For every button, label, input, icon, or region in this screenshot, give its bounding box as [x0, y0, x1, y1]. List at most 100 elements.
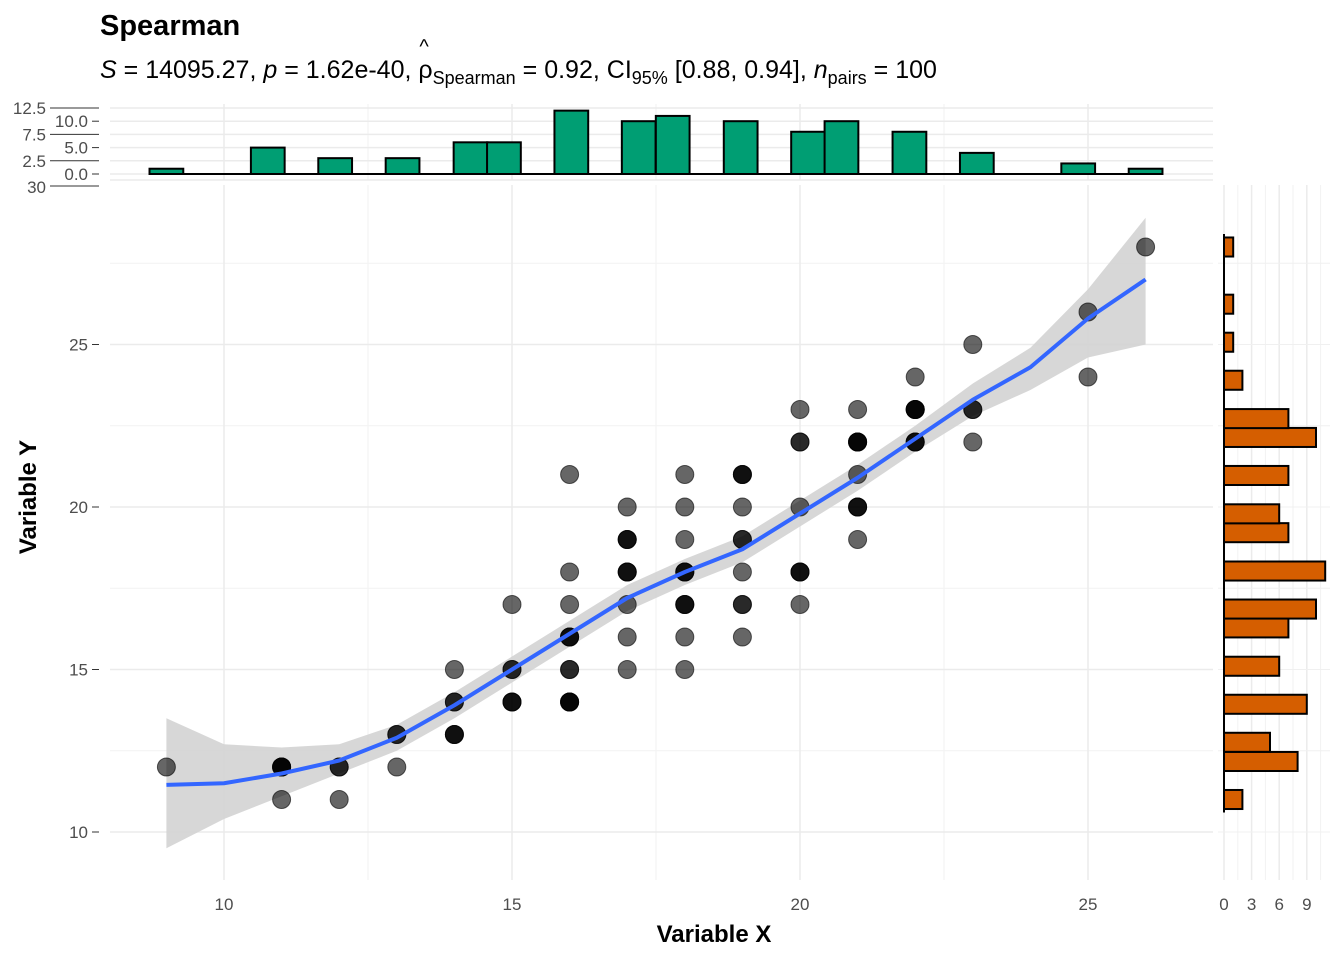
right-hist-bar — [1223, 464, 1290, 486]
right-hist-bar — [1223, 408, 1290, 430]
y-tick-label: 25 — [69, 336, 88, 355]
data-point — [848, 497, 868, 517]
data-point — [675, 627, 695, 647]
n-label: n — [813, 56, 828, 84]
data-point — [905, 367, 925, 387]
right-hist-bar — [1223, 503, 1281, 525]
ci-label: CI — [606, 56, 632, 84]
data-point — [675, 530, 695, 549]
data-point — [502, 595, 522, 614]
confidence-band — [166, 217, 1146, 849]
data-point — [675, 497, 695, 517]
right-hist-tick-label: 9 — [1302, 895, 1311, 914]
top-hist-bar — [891, 130, 928, 175]
data-point — [905, 400, 925, 419]
right-hist-bar — [1223, 598, 1317, 620]
chart-title: Spearman — [100, 10, 241, 42]
data-point — [963, 335, 983, 354]
data-point — [963, 432, 983, 452]
data-point — [790, 562, 810, 582]
right-hist-bar — [1223, 731, 1271, 753]
data-point — [156, 757, 176, 777]
data-point — [560, 562, 580, 582]
top-hist-bar — [1127, 167, 1164, 176]
chart-subtitle: S = 14095.27, p = 1.62e-40, ^ ρSpearman =… — [100, 36, 937, 88]
smooth-layer — [166, 277, 1147, 787]
y-tick-label: 20 — [69, 498, 88, 517]
data-point — [675, 595, 695, 614]
data-point — [617, 497, 637, 517]
top-hist-bar — [790, 130, 826, 175]
top-hist-tick-label: 7.5 — [22, 125, 46, 144]
right-hist-bar — [1223, 788, 1244, 811]
x-tick-label: 15 — [503, 895, 522, 914]
y-tick-label: 10 — [69, 823, 88, 842]
top-hist-tick-label: 2.5 — [22, 152, 46, 171]
rho-label: ^ ρ — [418, 37, 432, 85]
right-hist-bar — [1223, 369, 1244, 391]
top-hist-bar — [384, 157, 421, 176]
x-tick-label: 25 — [1079, 895, 1098, 914]
top-hist-tick-label: 0.0 — [64, 165, 88, 184]
smooth-line — [166, 277, 1147, 787]
data-point — [675, 465, 695, 484]
rho-value: 0.92 — [544, 56, 593, 84]
top-hist-tick-label: 30 — [27, 178, 46, 197]
n-value: 100 — [895, 56, 937, 84]
grid — [110, 185, 1213, 880]
right-hist-tick-label: 6 — [1274, 895, 1283, 914]
top-hist-bar — [1060, 162, 1097, 176]
data-point — [617, 660, 637, 679]
right-hist-tick-label: 3 — [1247, 895, 1256, 914]
data-point — [560, 465, 580, 484]
data-point — [848, 400, 868, 419]
data-point — [732, 595, 752, 614]
top-hist-tick-label: 5.0 — [64, 139, 88, 158]
ci-sub: 95% — [631, 68, 668, 88]
top-hist-bar — [620, 120, 657, 175]
y-tick-label: 15 — [69, 661, 88, 680]
data-point — [617, 562, 637, 582]
top-hist-bar — [722, 120, 759, 175]
right-hist-bar — [1223, 560, 1327, 582]
data-point — [732, 627, 752, 647]
top-hist-tick-label: 12.5 — [13, 99, 46, 118]
right-hist-bar — [1223, 655, 1281, 677]
top-hist-bar — [317, 157, 354, 176]
data-point — [732, 497, 752, 517]
data-point — [848, 432, 868, 452]
right-hist-tick-label: 0 — [1219, 895, 1228, 914]
top-hist-bar — [823, 120, 860, 175]
n-sub: pairs — [827, 68, 867, 88]
right-hist-bar — [1223, 617, 1290, 639]
data-point — [1078, 367, 1098, 387]
ci-band-layer — [166, 217, 1146, 849]
data-point — [790, 432, 810, 452]
data-point — [560, 660, 580, 679]
axes: 10 15 20 25 10 15 20 25 — [69, 336, 1097, 915]
top-hist-bar — [958, 151, 995, 176]
x-tick-label: 20 — [791, 895, 810, 914]
rho-hat: ^ — [419, 36, 429, 58]
rho-sub: Spearman — [432, 68, 516, 88]
top-hist-bar — [452, 141, 489, 176]
right-hist-bar — [1223, 236, 1235, 258]
ci-value: [0.88, 0.94] — [674, 56, 800, 84]
data-point — [617, 627, 637, 647]
data-point — [560, 595, 580, 614]
data-point — [675, 660, 695, 679]
p-label: p — [263, 56, 278, 84]
top-hist-bar — [654, 114, 691, 175]
data-point — [848, 530, 868, 549]
data-point — [560, 692, 580, 712]
right-hist-bar — [1223, 331, 1235, 353]
x-histogram: 0.0 2.5 5.0 7.5 10.0 12.5 30 — [13, 99, 1213, 197]
data-point — [732, 465, 752, 484]
top-hist-bar — [249, 146, 286, 176]
data-point — [1136, 237, 1156, 257]
data-point — [790, 595, 810, 614]
x-axis-title: Variable X — [657, 921, 772, 948]
data-point — [502, 692, 522, 712]
